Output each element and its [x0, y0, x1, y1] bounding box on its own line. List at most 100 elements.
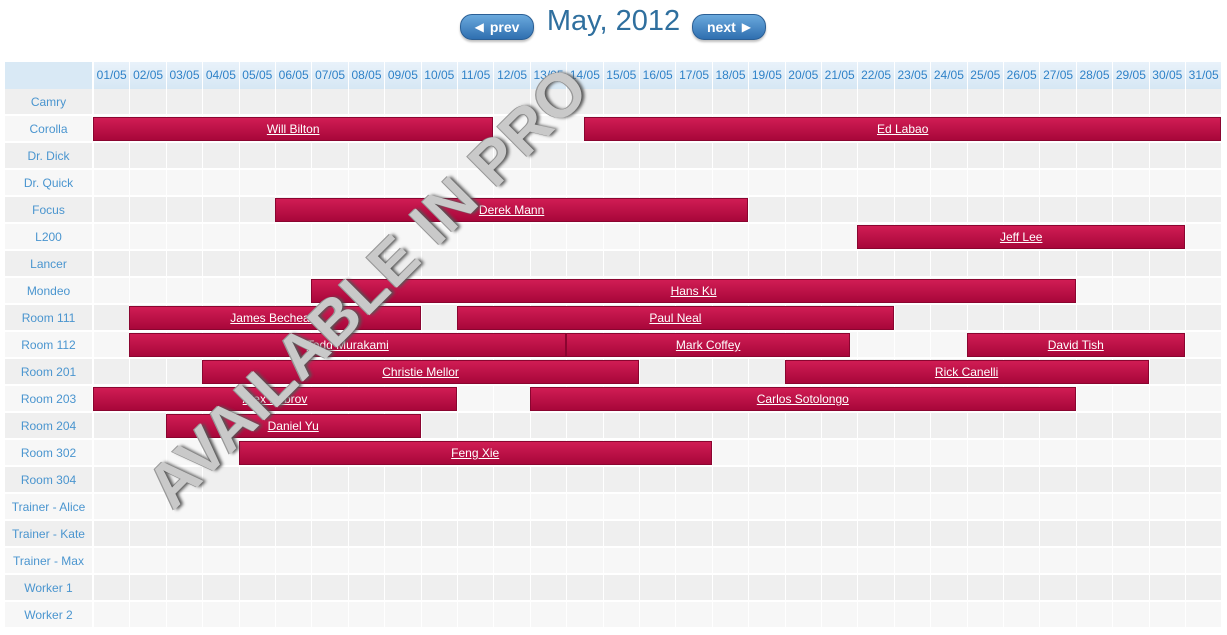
day-cell[interactable] — [311, 575, 347, 601]
day-cell[interactable] — [238, 521, 275, 547]
day-cell[interactable] — [129, 413, 165, 439]
booking-event[interactable]: Feng Xie — [238, 441, 712, 465]
day-cell[interactable] — [529, 143, 566, 169]
day-cell[interactable] — [93, 521, 129, 547]
day-cell[interactable] — [275, 224, 311, 250]
day-cell[interactable] — [384, 548, 420, 574]
day-cell[interactable] — [202, 575, 238, 601]
day-cell[interactable] — [1185, 332, 1221, 358]
day-cell[interactable] — [821, 251, 857, 277]
day-cell[interactable] — [493, 251, 529, 277]
day-cell[interactable] — [238, 602, 275, 628]
day-cell[interactable] — [639, 413, 675, 439]
day-cell[interactable] — [966, 170, 1003, 196]
day-cell[interactable] — [566, 251, 602, 277]
day-cell[interactable] — [930, 413, 966, 439]
day-cell[interactable] — [129, 251, 165, 277]
day-cell[interactable] — [1003, 521, 1039, 547]
day-cell[interactable] — [238, 143, 275, 169]
day-cell[interactable] — [784, 467, 821, 493]
day-cell[interactable] — [420, 89, 457, 115]
day-cell[interactable] — [857, 494, 893, 520]
day-cell[interactable] — [602, 521, 639, 547]
day-cell[interactable] — [966, 575, 1003, 601]
day-cell[interactable] — [930, 467, 966, 493]
day-cell[interactable] — [857, 602, 893, 628]
day-cell[interactable] — [784, 575, 821, 601]
day-cell[interactable] — [966, 413, 1003, 439]
day-cell[interactable] — [275, 494, 311, 520]
day-cell[interactable] — [602, 224, 639, 250]
day-cell[interactable] — [566, 89, 602, 115]
booking-event[interactable]: Paul Neal — [457, 306, 894, 330]
day-cell[interactable] — [1003, 251, 1039, 277]
day-cell[interactable] — [384, 521, 420, 547]
day-cell[interactable] — [893, 575, 930, 601]
booking-event[interactable]: Todd Murakami — [129, 333, 567, 357]
day-cell[interactable] — [1148, 494, 1185, 520]
day-cell[interactable] — [1112, 413, 1148, 439]
day-cell[interactable] — [821, 197, 857, 223]
day-cell[interactable] — [821, 575, 857, 601]
day-cell[interactable] — [129, 89, 165, 115]
day-cell[interactable] — [1075, 170, 1112, 196]
day-cell[interactable] — [893, 413, 930, 439]
day-cell[interactable] — [675, 602, 711, 628]
day-cell[interactable] — [857, 521, 893, 547]
day-cell[interactable] — [202, 170, 238, 196]
day-cell[interactable] — [748, 170, 784, 196]
day-cell[interactable] — [930, 548, 966, 574]
booking-event[interactable]: David Tish — [966, 333, 1185, 357]
day-cell[interactable] — [1003, 143, 1039, 169]
day-cell[interactable] — [675, 494, 711, 520]
day-cell[interactable] — [384, 602, 420, 628]
day-cell[interactable] — [420, 602, 457, 628]
day-cell[interactable] — [1003, 575, 1039, 601]
day-cell[interactable] — [93, 278, 129, 304]
day-cell[interactable] — [311, 89, 347, 115]
day-cell[interactable] — [165, 278, 202, 304]
day-cell[interactable] — [930, 602, 966, 628]
day-cell[interactable] — [493, 575, 529, 601]
day-cell[interactable] — [602, 467, 639, 493]
booking-event[interactable]: Ed Labao — [584, 117, 1221, 141]
day-cell[interactable] — [93, 170, 129, 196]
day-cell[interactable] — [347, 251, 384, 277]
day-cell[interactable] — [602, 548, 639, 574]
day-cell[interactable] — [1003, 305, 1039, 331]
day-cell[interactable] — [93, 548, 129, 574]
day-cell[interactable] — [457, 494, 493, 520]
day-cell[interactable] — [602, 251, 639, 277]
day-cell[interactable] — [748, 359, 784, 385]
day-cell[interactable] — [384, 575, 420, 601]
day-cell[interactable] — [748, 467, 784, 493]
day-cell[interactable] — [639, 359, 675, 385]
day-cell[interactable] — [493, 89, 529, 115]
day-cell[interactable] — [1185, 89, 1221, 115]
day-cell[interactable] — [347, 575, 384, 601]
day-cell[interactable] — [1039, 413, 1075, 439]
day-cell[interactable] — [1003, 89, 1039, 115]
day-cell[interactable] — [420, 467, 457, 493]
day-cell[interactable] — [129, 602, 165, 628]
day-cell[interactable] — [420, 575, 457, 601]
day-cell[interactable] — [529, 224, 566, 250]
day-cell[interactable] — [639, 89, 675, 115]
day-cell[interactable] — [1148, 413, 1185, 439]
day-cell[interactable] — [893, 548, 930, 574]
day-cell[interactable] — [1185, 413, 1221, 439]
day-cell[interactable] — [493, 521, 529, 547]
day-cell[interactable] — [457, 413, 493, 439]
day-cell[interactable] — [93, 305, 129, 331]
day-cell[interactable] — [529, 602, 566, 628]
day-cell[interactable] — [675, 359, 711, 385]
booking-event[interactable]: Carlos Sotolongo — [529, 387, 1076, 411]
day-cell[interactable] — [347, 548, 384, 574]
day-cell[interactable] — [675, 224, 711, 250]
day-cell[interactable] — [675, 89, 711, 115]
day-cell[interactable] — [893, 440, 930, 466]
day-cell[interactable] — [93, 224, 129, 250]
day-cell[interactable] — [748, 197, 784, 223]
day-cell[interactable] — [1112, 305, 1148, 331]
day-cell[interactable] — [602, 413, 639, 439]
